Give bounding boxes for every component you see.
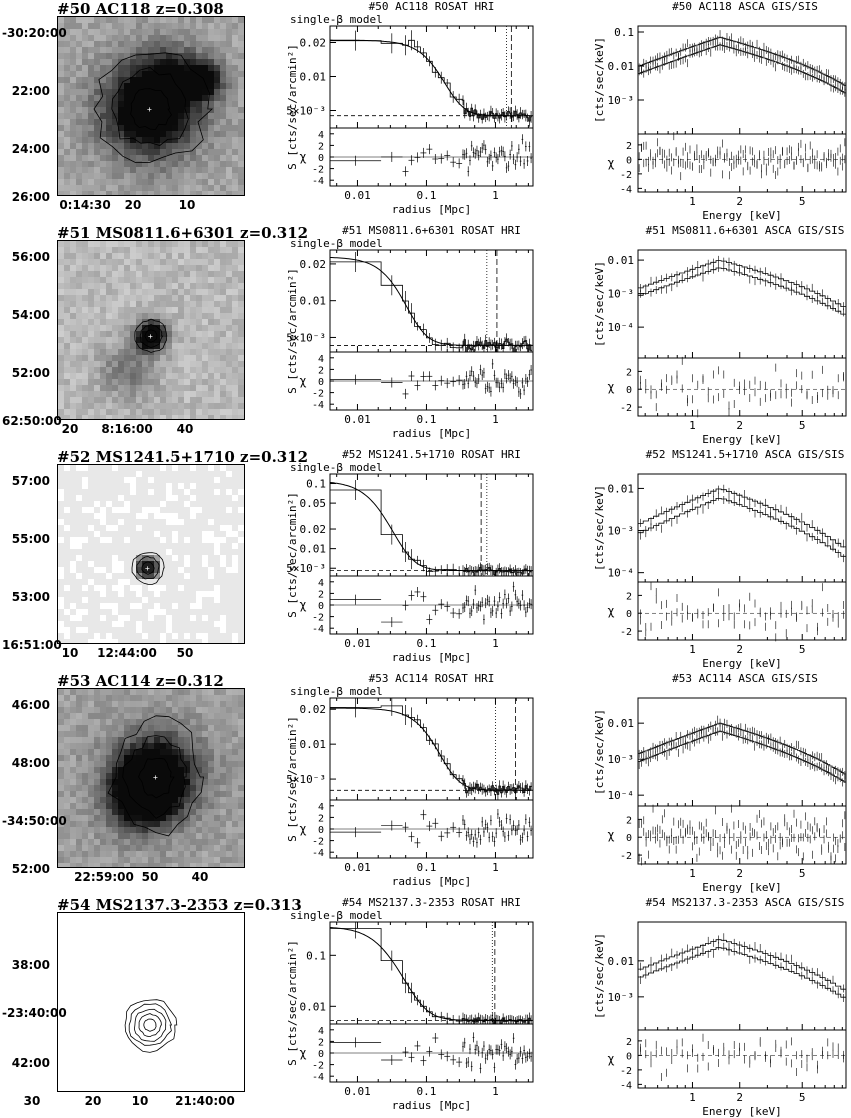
y-axis-label: [cts/sec/keV] xyxy=(593,709,606,795)
y-tick-label: 0.01 xyxy=(608,482,635,495)
resid-tick-label: -2 xyxy=(620,403,632,414)
resid-tick-label: -2 xyxy=(620,170,632,181)
y-tick-label: 10⁻⁴ xyxy=(608,789,635,802)
x-tick-label: 2 xyxy=(736,1091,743,1104)
x-tick-label: 1 xyxy=(689,419,696,432)
x-tick-label: 2 xyxy=(736,643,743,656)
x-tick-label: 2 xyxy=(736,867,743,880)
x-tick-label: 1 xyxy=(689,195,696,208)
x-axis-label: Energy [keV] xyxy=(702,433,781,446)
y-tick-label: 10⁻³ xyxy=(608,94,635,107)
x-tick-label: 2 xyxy=(736,419,743,432)
resid-tick-label: -2 xyxy=(620,851,632,862)
y-axis-label: [cts/sec/keV] xyxy=(593,261,606,347)
y-tick-label: 10⁻⁴ xyxy=(608,321,635,334)
y-axis-label: [cts/sec/keV] xyxy=(593,37,606,123)
y-axis-label: [cts/sec/keV] xyxy=(593,485,606,571)
spectrum-plot: 1 2 5 Energy [keV] 0.01 10⁻³ 10⁻⁴[cts/sec/keV]… xyxy=(0,448,851,670)
resid-axis-label: χ xyxy=(607,828,614,842)
resid-tick-label: -2 xyxy=(620,627,632,638)
resid-tick-label: -4 xyxy=(620,1080,632,1091)
resid-tick-label: 2 xyxy=(626,367,632,378)
x-tick-label: 5 xyxy=(799,195,806,208)
y-tick-label: 0.01 xyxy=(608,955,635,968)
y-tick-label: 10⁻³ xyxy=(608,525,635,538)
panel-row-54: #54 MS2137.3-2353 z=0.313+38:00-23:40:00… xyxy=(0,896,851,1118)
x-tick-label: 1 xyxy=(689,867,696,880)
spectrum-plot: 1 2 5 Energy [keV] 0.01 10⁻³ 10⁻⁴[cts/sec/keV]… xyxy=(0,224,851,446)
resid-tick-label: -2 xyxy=(620,1066,632,1077)
y-tick-label: 0.01 xyxy=(608,254,635,267)
y-axis-label: [cts/sec/keV] xyxy=(593,933,606,1019)
resid-tick-label: 0 xyxy=(626,155,632,166)
y-tick-label: 10⁻⁴ xyxy=(608,567,635,580)
spectrum-residual-frame xyxy=(638,1030,846,1088)
x-tick-label: 2 xyxy=(736,195,743,208)
resid-tick-label: 2 xyxy=(626,815,632,826)
x-axis-label: Energy [keV] xyxy=(702,1105,781,1118)
y-tick-label: 0.1 xyxy=(614,26,634,39)
resid-axis-label: χ xyxy=(607,1052,614,1066)
x-axis-label: Energy [keV] xyxy=(702,657,781,670)
x-tick-label: 1 xyxy=(689,1091,696,1104)
x-axis-label: Energy [keV] xyxy=(702,209,781,222)
x-axis-label: Energy [keV] xyxy=(702,881,781,894)
y-tick-label: 10⁻³ xyxy=(608,753,635,766)
resid-axis-label: χ xyxy=(607,380,614,394)
y-tick-label: 0.01 xyxy=(608,717,635,730)
x-tick-label: 5 xyxy=(799,419,806,432)
spectrum-frame xyxy=(638,922,846,1030)
resid-tick-label: 0 xyxy=(626,385,632,396)
resid-tick-label: 2 xyxy=(626,591,632,602)
x-tick-label: 5 xyxy=(799,643,806,656)
resid-tick-label: 2 xyxy=(626,1037,632,1048)
x-tick-label: 5 xyxy=(799,867,806,880)
resid-tick-label: 0 xyxy=(626,833,632,844)
resid-axis-label: χ xyxy=(607,156,614,170)
resid-tick-label: 2 xyxy=(626,141,632,152)
spectrum-residual-frame xyxy=(638,358,846,416)
resid-tick-label: 0 xyxy=(626,1051,632,1062)
spectrum-plot: 1 2 5 Energy [keV] 0.01 10⁻³[cts/sec/keV] 2 0 -2… xyxy=(0,896,851,1118)
spectrum-residual-frame xyxy=(638,582,846,640)
x-tick-label: 5 xyxy=(799,1091,806,1104)
spectrum-plot: 1 2 5 Energy [keV] 0.01 10⁻³ 10⁻⁴[cts/sec/keV]… xyxy=(0,672,851,894)
y-tick-label: 10⁻³ xyxy=(608,288,635,301)
resid-tick-label: 0 xyxy=(626,609,632,620)
resid-tick-label: -4 xyxy=(620,184,632,195)
y-tick-label: 0.01 xyxy=(608,60,635,73)
spectrum-frame xyxy=(638,26,846,134)
x-tick-label: 1 xyxy=(689,643,696,656)
spectrum-plot: 1 2 5 Energy [keV] 0.1 0.01 10⁻³[cts/sec/keV] 2… xyxy=(0,0,851,222)
resid-axis-label: χ xyxy=(607,604,614,618)
y-tick-label: 10⁻³ xyxy=(608,991,635,1004)
